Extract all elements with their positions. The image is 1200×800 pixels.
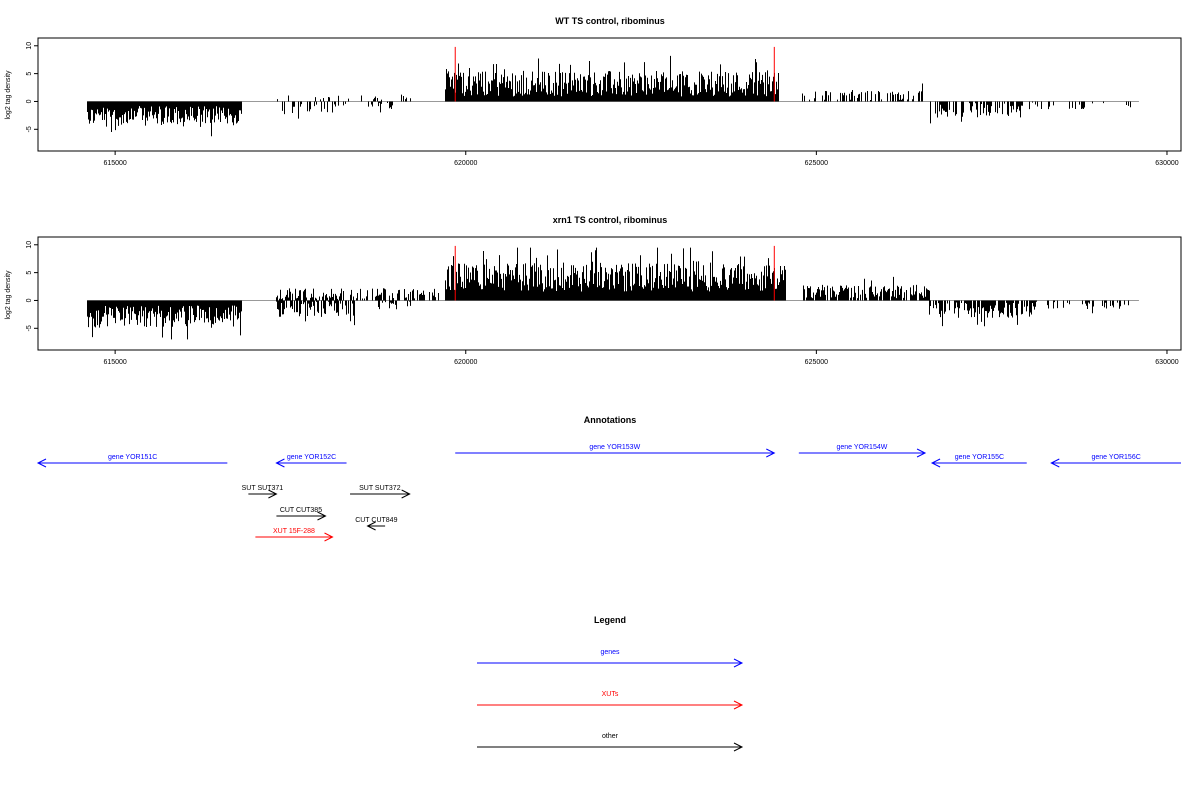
annotations-track: Annotations gene YOR151C gene YOR152C gene… (36, 415, 1181, 542)
x-tick-label: 620000 (454, 160, 477, 167)
annotation-feature: gene YOR151C (36, 454, 228, 468)
arrow-head (268, 489, 278, 499)
y-tick-label: 0 (26, 298, 33, 302)
legend-item: XUTs (477, 691, 744, 710)
annotation-feature: XUT 15F-288 (255, 528, 334, 542)
annotation-label: CUT CUT385 (280, 507, 322, 514)
arrow-head (1050, 458, 1060, 468)
annotation-feature: gene YOR154W (798, 444, 927, 458)
axis-ticks: 10 5 0 -5 615000 620000 625000 630000 (26, 42, 1179, 167)
arrow-head (366, 521, 376, 531)
annotation-label: CUT CUT849 (355, 517, 397, 524)
annotation-label: SUT SUT372 (359, 485, 401, 492)
x-tick-label: 620000 (454, 359, 477, 366)
arrow-head (733, 658, 744, 668)
annotation-label: gene YOR155C (955, 454, 1004, 461)
axis-ticks: 10 5 0 -5 615000 620000 625000 630000 (26, 241, 1179, 366)
arrow-head (766, 448, 776, 458)
arrow-head (401, 489, 411, 499)
x-tick-label: 625000 (805, 160, 828, 167)
annotation-label: gene YOR151C (108, 454, 157, 461)
annotation-feature: SUT SUT372 (350, 485, 411, 499)
y-tick-label: 10 (26, 241, 33, 249)
y-tick-label: 0 (26, 99, 33, 103)
arrow-head (733, 700, 744, 710)
y-tick-label: -5 (26, 325, 33, 331)
panel-xrn1: xrn1 TS control, ribominus log2 tag dens… (5, 215, 1182, 366)
panel-title: xrn1 TS control, ribominus (553, 215, 668, 225)
annotation-label: SUT SUT371 (242, 485, 284, 492)
annotation-feature: gene YOR155C (930, 454, 1027, 468)
legend-title: Legend (594, 615, 626, 625)
panel-wt: WT TS control, ribominus log2 tag densit… (5, 16, 1182, 167)
x-tick-label: 615000 (103, 160, 126, 167)
legend-item: other (477, 733, 744, 752)
x-tick-label: 630000 (1155, 160, 1178, 167)
annotation-label: gene YOR153W (589, 444, 640, 451)
arrow-head (275, 458, 285, 468)
legend-label: genes (600, 649, 620, 656)
arrow-head (733, 742, 744, 752)
x-tick-label: 615000 (103, 359, 126, 366)
annotation-feature: gene YOR153W (455, 444, 776, 458)
plot-frame (37, 236, 1182, 351)
bar-series (87, 46, 1139, 137)
x-tick-label: 630000 (1155, 359, 1178, 366)
bar-series (87, 245, 1139, 340)
annotation-feature: gene YOR152C (275, 454, 347, 468)
y-axis-label: log2 tag density (5, 270, 12, 320)
y-axis-label: log2 tag density (5, 70, 12, 120)
annotation-feature: SUT SUT371 (242, 485, 284, 499)
annotation-label: XUT 15F-288 (273, 528, 315, 535)
arrow-head (930, 458, 941, 468)
legend: Legend genes XUTs other (477, 615, 744, 752)
arrow-head (36, 458, 47, 468)
annotation-label: gene YOR154W (837, 444, 888, 451)
annotation-feature: CUT CUT849 (355, 517, 398, 531)
x-tick-label: 625000 (805, 359, 828, 366)
y-tick-label: 5 (26, 271, 33, 275)
arrow-head (317, 511, 327, 521)
annotation-label: gene YOR152C (287, 454, 336, 461)
arrow-head (916, 448, 927, 458)
y-tick-label: 10 (26, 42, 33, 50)
y-tick-label: 5 (26, 72, 33, 76)
annotation-label: gene YOR156C (1091, 454, 1140, 461)
plot-frame (37, 37, 1182, 152)
panel-title: WT TS control, ribominus (555, 16, 665, 26)
annotations-title: Annotations (584, 415, 637, 425)
arrow-head (324, 532, 334, 542)
annotation-feature: gene YOR156C (1050, 454, 1181, 468)
legend-label: other (602, 733, 619, 740)
legend-label: XUTs (602, 691, 619, 698)
legend-item: genes (477, 649, 744, 668)
annotation-feature: CUT CUT385 (276, 507, 327, 521)
y-tick-label: -5 (26, 126, 33, 132)
